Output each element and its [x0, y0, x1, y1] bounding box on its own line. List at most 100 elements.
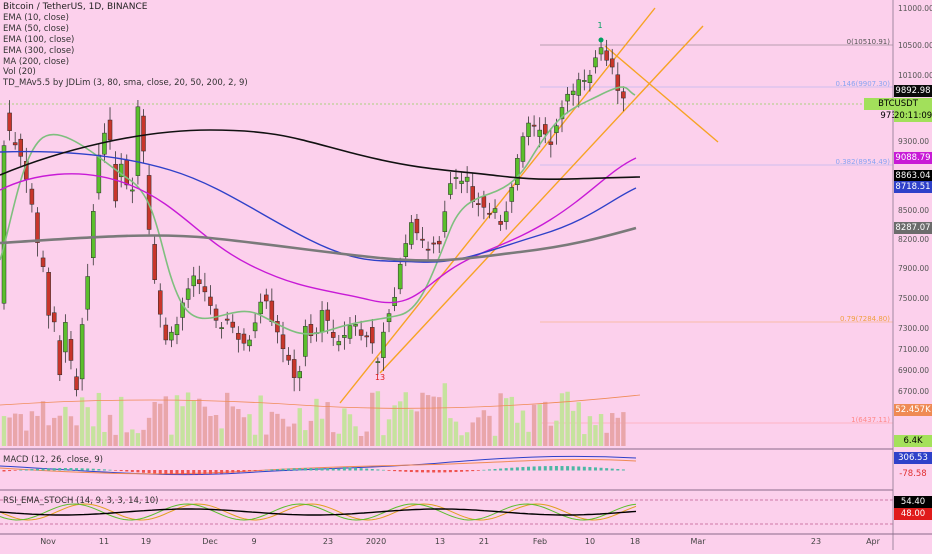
volume-bar: [219, 428, 224, 446]
macd-histogram-bar: [192, 470, 196, 475]
price-tag: 9088.79: [894, 152, 932, 164]
candle: [96, 154, 102, 194]
candle: [559, 107, 565, 120]
legend-ema300[interactable]: EMA (300, close): [3, 45, 75, 56]
volume-bar: [336, 433, 341, 446]
volume-bar: [548, 425, 554, 446]
candle: [141, 115, 146, 152]
macd-histogram-bar: [398, 470, 402, 472]
candle: [448, 183, 453, 195]
macd-histogram-bar: [365, 468, 369, 471]
volume-bar: [409, 409, 414, 446]
volume-bar: [386, 419, 392, 446]
volume-bar: [570, 410, 576, 446]
macd-histogram-bar: [197, 470, 201, 475]
volume-bar: [124, 432, 129, 446]
volume-bar: [610, 413, 615, 446]
macd-histogram-bar: [482, 469, 486, 471]
candle: [414, 218, 420, 234]
moving-averages: [0, 86, 641, 335]
legend-ema100[interactable]: EMA (100, close): [3, 34, 75, 45]
macd-histogram-bar: [136, 470, 140, 473]
time-tick-label: 23: [811, 537, 821, 546]
volume-bar: [146, 417, 152, 446]
candle: [531, 124, 537, 127]
volume-bar: [420, 392, 425, 446]
macd-histogram-bar: [86, 468, 90, 471]
volume-bar: [308, 420, 314, 446]
volume-bar: [537, 404, 542, 446]
candle: [487, 212, 492, 215]
macd-histogram-bar: [80, 468, 84, 471]
candle: [169, 331, 174, 341]
candle: [74, 376, 79, 391]
candle: [286, 354, 291, 361]
candle: [46, 272, 51, 316]
candle: [593, 57, 598, 68]
volume-bar: [431, 396, 436, 446]
candle: [420, 238, 425, 241]
macd-line: [0, 455, 637, 476]
volume-ma-line: [0, 394, 641, 409]
candle: [509, 187, 515, 202]
volume-bar: [291, 423, 297, 446]
candle: [554, 125, 559, 133]
macd-histogram-bar: [142, 470, 145, 473]
candle: [358, 329, 364, 336]
macd-histogram-bar: [208, 470, 212, 475]
volume-bar: [79, 397, 85, 446]
candle: [202, 286, 208, 293]
volume-bar: [442, 383, 448, 446]
price-tag: 6.4K: [894, 435, 932, 447]
candle: [91, 211, 96, 258]
candle: [464, 176, 470, 182]
macd-histogram-bar: [460, 470, 464, 472]
volume-bar: [342, 408, 347, 446]
volume-bar: [225, 392, 230, 446]
price-tick-label: 7300.00: [898, 324, 929, 333]
macd-histogram-bar: [63, 468, 67, 471]
legend-volume[interactable]: Vol (20): [3, 67, 36, 78]
macd-histogram-bar: [504, 468, 508, 471]
candle: [236, 332, 241, 340]
legend-ema10[interactable]: EMA (10, close): [3, 12, 69, 23]
legend-ema50[interactable]: EMA (50, close): [3, 23, 69, 34]
volume-bar: [197, 398, 202, 446]
candle: [565, 93, 570, 102]
macd-histogram-bar: [331, 468, 335, 471]
candle: [35, 212, 40, 243]
candle: [459, 180, 464, 184]
time-tick-label: 23: [323, 537, 333, 546]
volume-bar: [24, 430, 29, 446]
volume-bar: [314, 398, 319, 446]
price-tick-label: 8200.00: [898, 235, 929, 244]
macd-histogram-bar: [41, 468, 45, 471]
candle: [113, 164, 118, 202]
candle: [621, 91, 626, 99]
candle: [197, 279, 202, 284]
price-tick-label: 8500.00: [898, 206, 929, 215]
candle: [213, 308, 219, 321]
candle: [269, 300, 275, 322]
candle: [336, 341, 342, 346]
legend-ma200[interactable]: MA (200, close): [3, 56, 70, 67]
volume-bar: [375, 391, 381, 446]
legend-td-ma[interactable]: TD_MAv5.5 by JDLim (3, 80, sma, close, 2…: [3, 78, 248, 89]
macd-value-tag: 306.53: [894, 452, 932, 464]
macd-histogram-bar: [220, 470, 224, 474]
time-tick-label: Nov: [40, 537, 56, 546]
macd-legend[interactable]: MACD (12, 26, close, 9): [3, 455, 103, 465]
rsi-legend[interactable]: RSI_EMA_STOCH (14, 9, 3, 3, 14, 10): [3, 496, 159, 506]
candle: [347, 325, 353, 339]
macd-histogram-bar: [91, 468, 95, 471]
macd-histogram-bar: [487, 469, 491, 471]
volume-bar: [515, 422, 520, 446]
candle: [520, 136, 526, 162]
macd-histogram-bar: [2, 470, 6, 472]
candle: [582, 80, 587, 82]
macd-histogram-bar: [158, 470, 162, 474]
macd-histogram-bar: [554, 466, 558, 471]
volume-bar: [213, 414, 219, 446]
